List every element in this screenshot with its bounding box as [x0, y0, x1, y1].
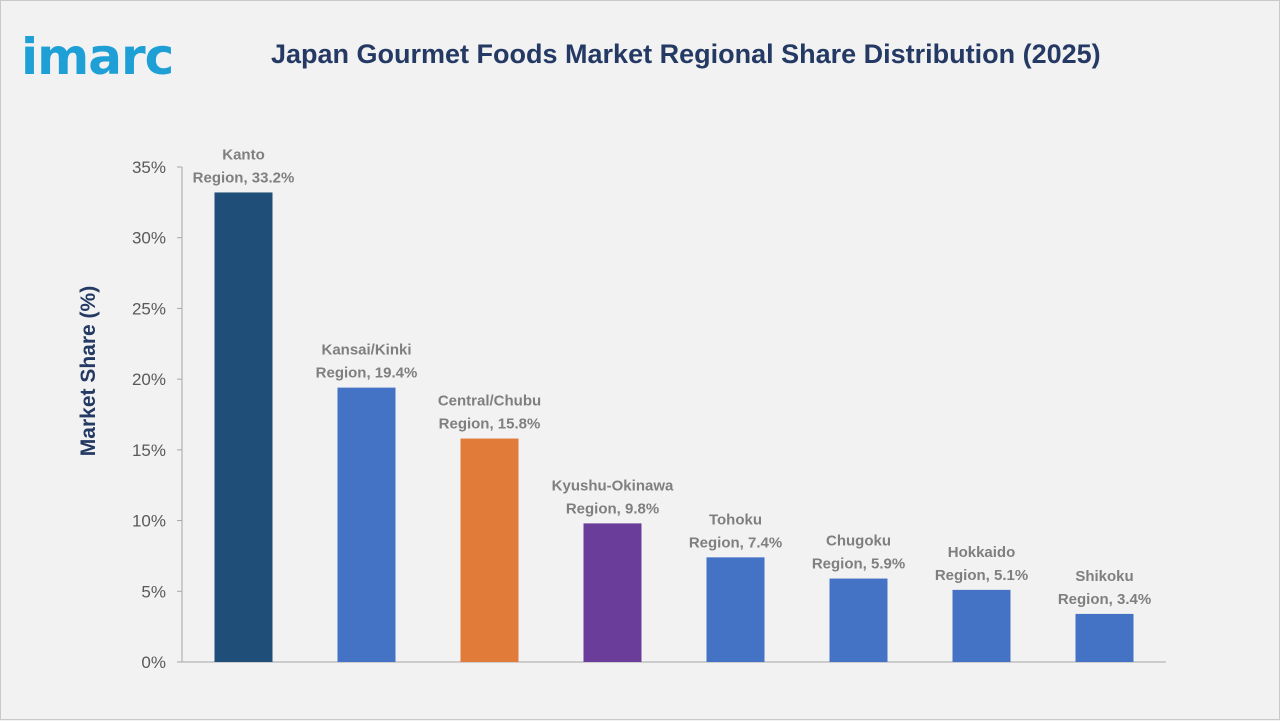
- y-tick-label: 30%: [132, 229, 166, 248]
- bar-data-label: Kanto: [222, 146, 265, 163]
- bar-data-label: Region, 5.9%: [812, 556, 905, 573]
- bar-data-label: Region, 9.8%: [566, 500, 659, 517]
- bar-data-label: Chugoku: [826, 533, 891, 550]
- bar-data-label: Shikoku: [1075, 568, 1133, 585]
- bar: [829, 578, 888, 662]
- bar-data-label: Region, 3.4%: [1058, 591, 1151, 608]
- y-tick-label: 5%: [141, 582, 166, 601]
- bar-data-label: Kyushu-Okinawa: [552, 477, 674, 494]
- bar-data-label: Region, 19.4%: [316, 365, 418, 382]
- bar: [583, 523, 642, 662]
- y-tick-label: 20%: [132, 370, 166, 389]
- bar-data-label: Hokkaido: [948, 544, 1016, 561]
- y-tick-label: 35%: [132, 158, 166, 177]
- bar: [706, 557, 765, 662]
- y-tick-label: 15%: [132, 441, 166, 460]
- logo-text: imarc: [21, 28, 174, 86]
- bar: [214, 192, 273, 662]
- bar: [337, 387, 396, 662]
- bar-data-label: Kansai/Kinki: [321, 342, 411, 359]
- y-tick-label: 0%: [141, 653, 166, 672]
- bar-data-label: Tohoku: [709, 511, 762, 528]
- imarc-logo: imarc: [21, 27, 174, 87]
- bar: [460, 438, 519, 662]
- y-tick-label: 10%: [132, 512, 166, 531]
- y-tick-label: 25%: [132, 299, 166, 318]
- bar-data-label: Region, 15.8%: [439, 416, 541, 433]
- bar-data-label: Region, 33.2%: [193, 169, 295, 186]
- chart-title: Japan Gourmet Foods Market Regional Shar…: [271, 39, 1101, 69]
- bar-data-label: Region, 5.1%: [935, 567, 1028, 584]
- bar: [952, 589, 1011, 662]
- bar-data-label: Region, 7.4%: [689, 534, 782, 551]
- bar: [1075, 613, 1134, 662]
- bar-data-label: Central/Chubu: [438, 393, 541, 410]
